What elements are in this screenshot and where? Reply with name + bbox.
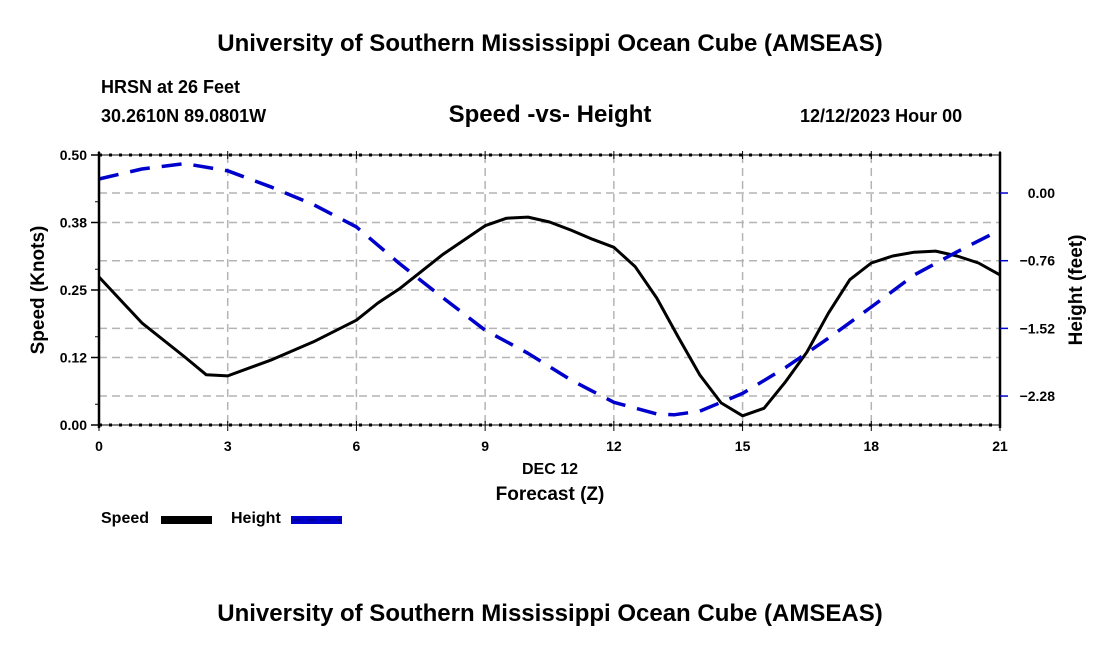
legend-speed-label: Speed <box>101 510 150 527</box>
legend-height-swatch <box>291 516 342 524</box>
grid <box>99 155 1000 425</box>
legend-height-label: Height <box>231 510 281 527</box>
y-tick-label: 0.12 <box>60 350 87 366</box>
legend-speed-swatch <box>161 516 212 524</box>
y-tick-label: 0.25 <box>60 282 87 298</box>
x-tick-label: 0 <box>95 438 103 454</box>
y2-tick-label: −1.52 <box>1020 320 1056 336</box>
x-tick-label: 9 <box>481 438 489 454</box>
footer-title: University of Southern Mississippi Ocean… <box>217 600 883 627</box>
y-axis-label: Speed (Knots) <box>28 226 49 355</box>
y-tick-label: 0.00 <box>60 417 87 433</box>
axes: 0 3 6 9 12 15 18 21 0.00 0.12 0.25 0.38 0.50 0.00 −0.7… <box>60 147 1055 454</box>
x-axis-label: Forecast (Z) <box>496 484 605 505</box>
station-label: HRSN at 26 Feet <box>101 77 241 97</box>
y2-axis-label: Height (feet) <box>1066 235 1087 346</box>
forecast-datetime: 12/12/2023 Hour 00 <box>800 106 963 126</box>
x-axis-sublabel: DEC 12 <box>522 461 578 478</box>
series-layer <box>97 161 1001 418</box>
page-title: University of Southern Mississippi Ocean… <box>217 30 883 57</box>
series-height-line <box>98 161 1001 417</box>
y2-tick-label: −2.28 <box>1020 388 1056 404</box>
x-tick-label: 18 <box>863 438 879 454</box>
legend <box>161 516 342 524</box>
chart-title: Speed -vs- Height <box>448 101 652 128</box>
y-tick-label: 0.38 <box>60 215 87 231</box>
x-tick-label: 3 <box>224 438 232 454</box>
x-tick-label: 12 <box>606 438 622 454</box>
x-tick-label: 21 <box>992 438 1008 454</box>
axis-labels: Speed (Knots) Height (feet) DEC 12 Forec… <box>28 226 1087 505</box>
y2-tick-label: 0.00 <box>1028 185 1055 201</box>
coordinates-label: 30.2610N 89.0801W <box>101 106 267 126</box>
x-tick-label: 6 <box>353 438 361 454</box>
x-tick-label: 15 <box>735 438 751 454</box>
y-tick-label: 0.50 <box>60 147 87 163</box>
series-speed-line <box>97 215 1001 418</box>
y2-tick-label: −0.76 <box>1020 253 1056 269</box>
